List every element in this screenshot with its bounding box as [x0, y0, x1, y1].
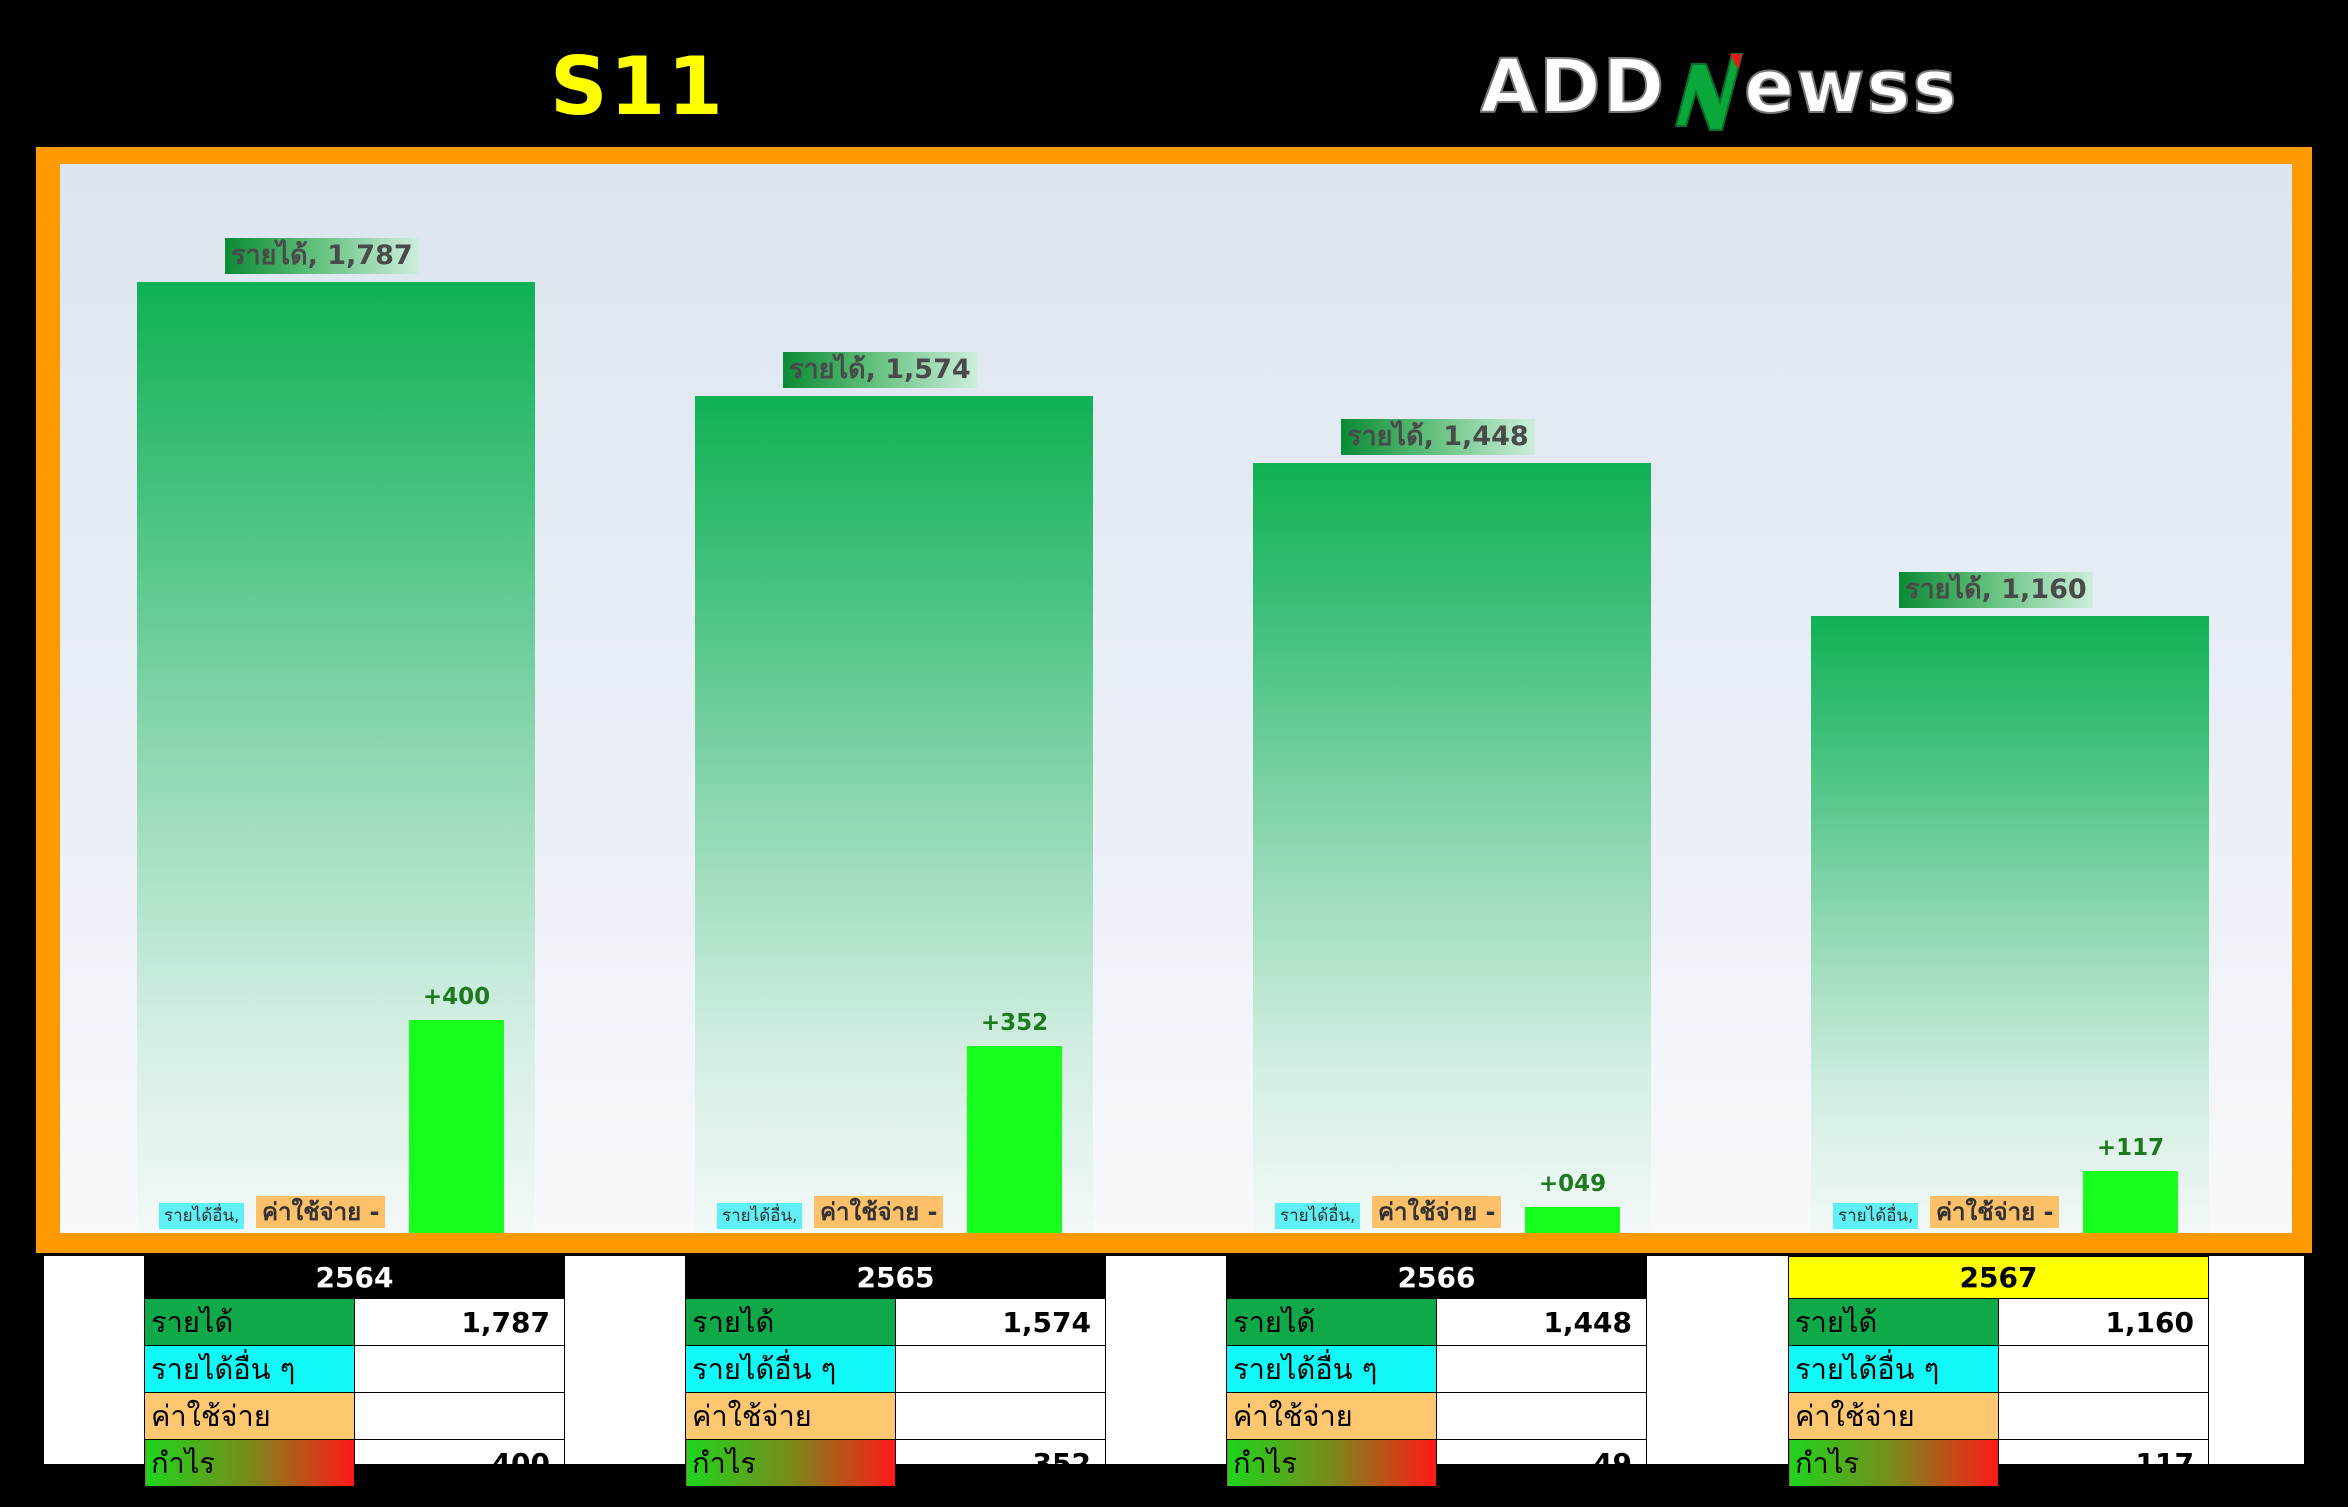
- other-income-row: รายได้อื่น ๆ: [1788, 1345, 2209, 1393]
- other-income-data-label: รายได้อื่น,: [1275, 1203, 1361, 1229]
- row-value: 49: [1436, 1439, 1647, 1487]
- row-label: กำไร: [685, 1439, 896, 1487]
- expense-data-label: ค่าใช้จ่าย -: [1372, 1196, 1502, 1228]
- profit-row: กำไร 117: [1788, 1439, 2209, 1487]
- row-label: ค่าใช้จ่าย: [685, 1392, 896, 1440]
- brand-logo: ADD ewss: [1480, 43, 1959, 131]
- row-value: 352: [895, 1439, 1106, 1487]
- summary-tables: 2564 รายได้ 1,787 รายได้อื่น ๆค่าใช้จ่าย กำไ…: [44, 1256, 2304, 1487]
- row-label: รายได้อื่น ๆ: [1788, 1345, 1999, 1393]
- row-label: รายได้อื่น ๆ: [685, 1345, 896, 1393]
- row-label: รายได้: [1226, 1298, 1437, 1346]
- row-value: [1998, 1345, 2209, 1393]
- expense-row: ค่าใช้จ่าย: [685, 1392, 1106, 1440]
- row-label: กำไร: [144, 1439, 355, 1487]
- revenue-row: รายได้ 1,787: [144, 1298, 565, 1346]
- chart-frame: รายได้, 1,787 +400 รายได้อื่น, ค่าใช้จ่าย -…: [36, 147, 2312, 1253]
- year-summary-table: 2567 รายได้ 1,160 รายได้อื่น ๆค่าใช้จ่าย กำไ…: [1788, 1256, 2209, 1487]
- plot-area: รายได้, 1,787 +400 รายได้อื่น, ค่าใช้จ่าย -…: [60, 164, 2292, 1233]
- row-label: รายได้: [685, 1298, 896, 1346]
- other-income-data-label: รายได้อื่น,: [1833, 1203, 1919, 1229]
- row-value: [1436, 1392, 1647, 1440]
- revenue-bar: [1811, 615, 2209, 1233]
- row-value: [354, 1392, 565, 1440]
- other-income-row: รายได้อื่น ๆ: [1226, 1345, 1647, 1393]
- profit-bar: [967, 1045, 1062, 1233]
- revenue-bar: [1253, 462, 1651, 1233]
- row-value: [1998, 1392, 2209, 1440]
- row-label: รายได้อื่น ๆ: [144, 1345, 355, 1393]
- profit-bar: [1525, 1206, 1620, 1233]
- year-summary-table: 2564 รายได้ 1,787 รายได้อื่น ๆค่าใช้จ่าย กำไ…: [144, 1256, 565, 1487]
- profit-data-label: +117: [2096, 1134, 2165, 1161]
- expense-row: ค่าใช้จ่าย: [1788, 1392, 2209, 1440]
- row-label: รายได้: [144, 1298, 355, 1346]
- expense-row: ค่าใช้จ่าย: [1226, 1392, 1647, 1440]
- profit-bar: [2083, 1170, 2178, 1233]
- svg-text:ewss: ewss: [1744, 44, 1959, 130]
- row-value: 117: [1998, 1439, 2209, 1487]
- revenue-data-label: รายได้, 1,574: [783, 351, 977, 388]
- revenue-row: รายได้ 1,574: [685, 1298, 1106, 1346]
- chart-title: S11: [550, 40, 725, 133]
- table-year-header: 2564: [144, 1256, 565, 1299]
- row-label: กำไร: [1226, 1439, 1437, 1487]
- expense-data-label: ค่าใช้จ่าย -: [256, 1196, 386, 1228]
- other-income-row: รายได้อื่น ๆ: [144, 1345, 565, 1393]
- expense-data-label: ค่าใช้จ่าย -: [1930, 1196, 2060, 1228]
- row-value: 1,787: [354, 1298, 565, 1346]
- revenue-data-label: รายได้, 1,787: [225, 238, 419, 275]
- profit-bar: [409, 1020, 504, 1233]
- row-label: ค่าใช้จ่าย: [1788, 1392, 1999, 1440]
- row-value: [354, 1345, 565, 1393]
- row-label: ค่าใช้จ่าย: [1226, 1392, 1437, 1440]
- table-year-header: 2567: [1788, 1256, 2209, 1299]
- row-label: ค่าใช้จ่าย: [144, 1392, 355, 1440]
- row-label: กำไร: [1788, 1439, 1999, 1487]
- row-value: 400: [354, 1439, 565, 1487]
- svg-text:ADD: ADD: [1480, 44, 1666, 130]
- row-value: [895, 1345, 1106, 1393]
- profit-row: กำไร 352: [685, 1439, 1106, 1487]
- other-income-data-label: รายได้อื่น,: [717, 1203, 803, 1229]
- expense-data-label: ค่าใช้จ่าย -: [814, 1196, 944, 1228]
- expense-row: ค่าใช้จ่าย: [144, 1392, 565, 1440]
- row-label: รายได้อื่น ๆ: [1226, 1345, 1437, 1393]
- year-summary-table: 2565 รายได้ 1,574 รายได้อื่น ๆค่าใช้จ่าย กำไ…: [685, 1256, 1106, 1487]
- profit-row: กำไร 49: [1226, 1439, 1647, 1487]
- row-value: [1436, 1345, 1647, 1393]
- table-year-header: 2566: [1226, 1256, 1647, 1299]
- profit-data-label: +400: [422, 984, 491, 1011]
- row-value: 1,574: [895, 1298, 1106, 1346]
- profit-data-label: +352: [980, 1009, 1049, 1036]
- revenue-row: รายได้ 1,448: [1226, 1298, 1647, 1346]
- row-value: [895, 1392, 1106, 1440]
- other-income-data-label: รายได้อื่น,: [159, 1203, 245, 1229]
- table-year-header: 2565: [685, 1256, 1106, 1299]
- revenue-data-label: รายได้, 1,448: [1341, 418, 1535, 455]
- other-income-row: รายได้อื่น ๆ: [685, 1345, 1106, 1393]
- revenue-data-label: รายได้, 1,160: [1899, 571, 2093, 608]
- row-label: รายได้: [1788, 1298, 1999, 1346]
- revenue-row: รายได้ 1,160: [1788, 1298, 2209, 1346]
- profit-data-label: +049: [1538, 1170, 1607, 1197]
- profit-row: กำไร 400: [144, 1439, 565, 1487]
- row-value: 1,160: [1998, 1298, 2209, 1346]
- row-value: 1,448: [1436, 1298, 1647, 1346]
- year-summary-table: 2566 รายได้ 1,448 รายได้อื่น ๆค่าใช้จ่าย กำไ…: [1226, 1256, 1647, 1487]
